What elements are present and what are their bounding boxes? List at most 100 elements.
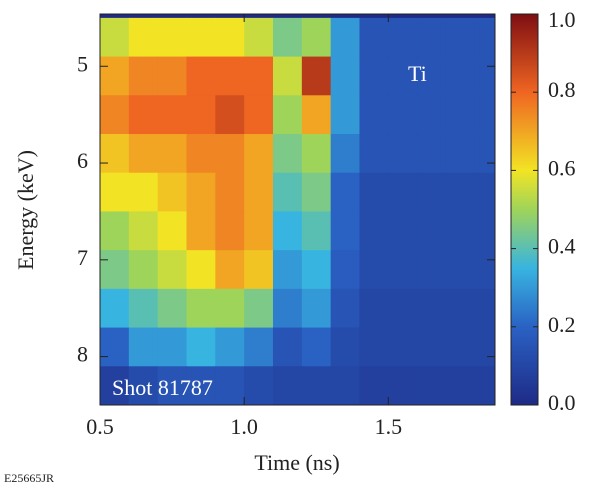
- annotation: Shot 81787: [112, 375, 213, 400]
- heatmap-cell: [417, 172, 447, 212]
- heatmap-cell: [301, 327, 332, 367]
- heatmap-cell: [474, 95, 495, 135]
- heatmap-cell: [359, 95, 389, 135]
- plot-frame: [99, 13, 496, 406]
- heatmap-cell: [417, 134, 447, 174]
- heatmap-cell: [474, 134, 495, 174]
- heatmap-cell: [128, 288, 159, 329]
- heatmap-cell: [359, 288, 389, 329]
- heatmap-cell: [215, 95, 245, 135]
- heatmap-cell: [100, 250, 130, 290]
- colorbar: [510, 13, 539, 406]
- heatmap-cell: [215, 172, 245, 212]
- heatmap-cell: [445, 134, 476, 174]
- heatmap-cell: [157, 172, 187, 212]
- heatmap-cell: [359, 250, 389, 290]
- heatmap-cell: [272, 250, 303, 290]
- colorbar-tick-label: 0.2: [548, 312, 576, 337]
- heatmap-cell: [100, 288, 130, 329]
- heatmap-cell: [445, 17, 476, 58]
- heatmap-cell: [388, 250, 418, 290]
- heatmap-cell: [301, 288, 332, 329]
- heatmap-cell: [388, 288, 418, 329]
- heatmap-cell: [474, 250, 495, 290]
- heatmap-cell: [244, 327, 274, 367]
- colorbar-tick-label: 0.0: [548, 390, 576, 415]
- heatmap-cell: [388, 327, 418, 367]
- heatmap-cell: [417, 211, 447, 251]
- heatmap-cell: [100, 327, 130, 367]
- heatmap-cell: [157, 250, 187, 290]
- heatmap-cell: [157, 56, 187, 96]
- heatmap-cell: [445, 250, 476, 290]
- heatmap-cell: [301, 211, 332, 251]
- heatmap-cell: [215, 250, 245, 290]
- heatmap-cell: [417, 327, 447, 367]
- heatmap-cell: [474, 56, 495, 96]
- heatmap-cell: [301, 95, 332, 135]
- heatmap-cell: [244, 288, 274, 329]
- heatmap-cell: [388, 211, 418, 251]
- heatmap-cell: [388, 366, 418, 405]
- colorbar-tick-label: 1.0: [548, 7, 576, 32]
- heatmap-cell: [186, 288, 216, 329]
- heatmap-cell: [128, 17, 159, 58]
- heatmap-cell: [445, 95, 476, 135]
- heatmap-cell: [157, 288, 187, 329]
- heatmap-cell: [128, 56, 159, 96]
- heatmap-cell: [359, 366, 389, 405]
- x-tick-label: 1.0: [230, 414, 258, 439]
- heatmap-cell: [359, 172, 389, 212]
- heatmap-cell: [215, 134, 245, 174]
- heatmap-cell: [128, 134, 159, 174]
- heatmap-cell: [100, 134, 130, 174]
- heatmap-cell: [301, 366, 332, 405]
- heatmap-cell: [215, 17, 245, 58]
- heatmap-cell: [388, 95, 418, 135]
- figure-id: E25665JR: [4, 471, 54, 485]
- y-tick-label: 6: [77, 148, 88, 173]
- annotation: Ti: [408, 61, 427, 86]
- heatmap-cell: [186, 17, 216, 58]
- heatmap-cell: [474, 172, 495, 212]
- heatmap-cell: [388, 17, 418, 58]
- heatmap-cell: [244, 17, 274, 58]
- heatmap-cell: [301, 17, 332, 58]
- heatmap-cell: [272, 172, 303, 212]
- heatmap-cell: [215, 211, 245, 251]
- heatmap-cell: [186, 211, 216, 251]
- y-tick-label: 7: [77, 245, 88, 270]
- heatmap-cell: [474, 366, 495, 405]
- heatmap-cell: [301, 250, 332, 290]
- heatmap-cell: [445, 327, 476, 367]
- heatmap-cell: [417, 366, 447, 405]
- heatmap-cell: [359, 211, 389, 251]
- heatmap-cell: [445, 172, 476, 212]
- heatmap-cell: [359, 134, 389, 174]
- heatmap-cell: [359, 17, 389, 58]
- colorbar-tick-label: 0.8: [548, 77, 576, 102]
- heatmap-cell: [388, 134, 418, 174]
- heatmap-cell: [445, 211, 476, 251]
- heatmap-cell: [388, 172, 418, 212]
- y-axis-label: Energy (keV): [13, 150, 38, 270]
- heatmap-cell: [272, 56, 303, 96]
- heatmap-cell: [244, 56, 274, 96]
- heatmap-cell: [157, 327, 187, 367]
- colorbar-tick-label: 0.4: [548, 234, 576, 259]
- heatmap-cell: [157, 134, 187, 174]
- heatmap-cell: [157, 17, 187, 58]
- heatmap-cell: [301, 134, 332, 174]
- heatmap-cell: [301, 172, 332, 212]
- heatmap-cell: [186, 327, 216, 367]
- heatmap-cell: [128, 211, 159, 251]
- heatmap-cell: [128, 95, 159, 135]
- heatmap-cell: [330, 17, 360, 58]
- heatmap-cell: [417, 250, 447, 290]
- heatmap-cell: [272, 95, 303, 135]
- heatmap-cell: [301, 56, 332, 96]
- heatmap-cell: [445, 56, 476, 96]
- heatmap-cell: [128, 327, 159, 367]
- heatmap-cell: [272, 366, 303, 405]
- heatmap-cell: [359, 327, 389, 367]
